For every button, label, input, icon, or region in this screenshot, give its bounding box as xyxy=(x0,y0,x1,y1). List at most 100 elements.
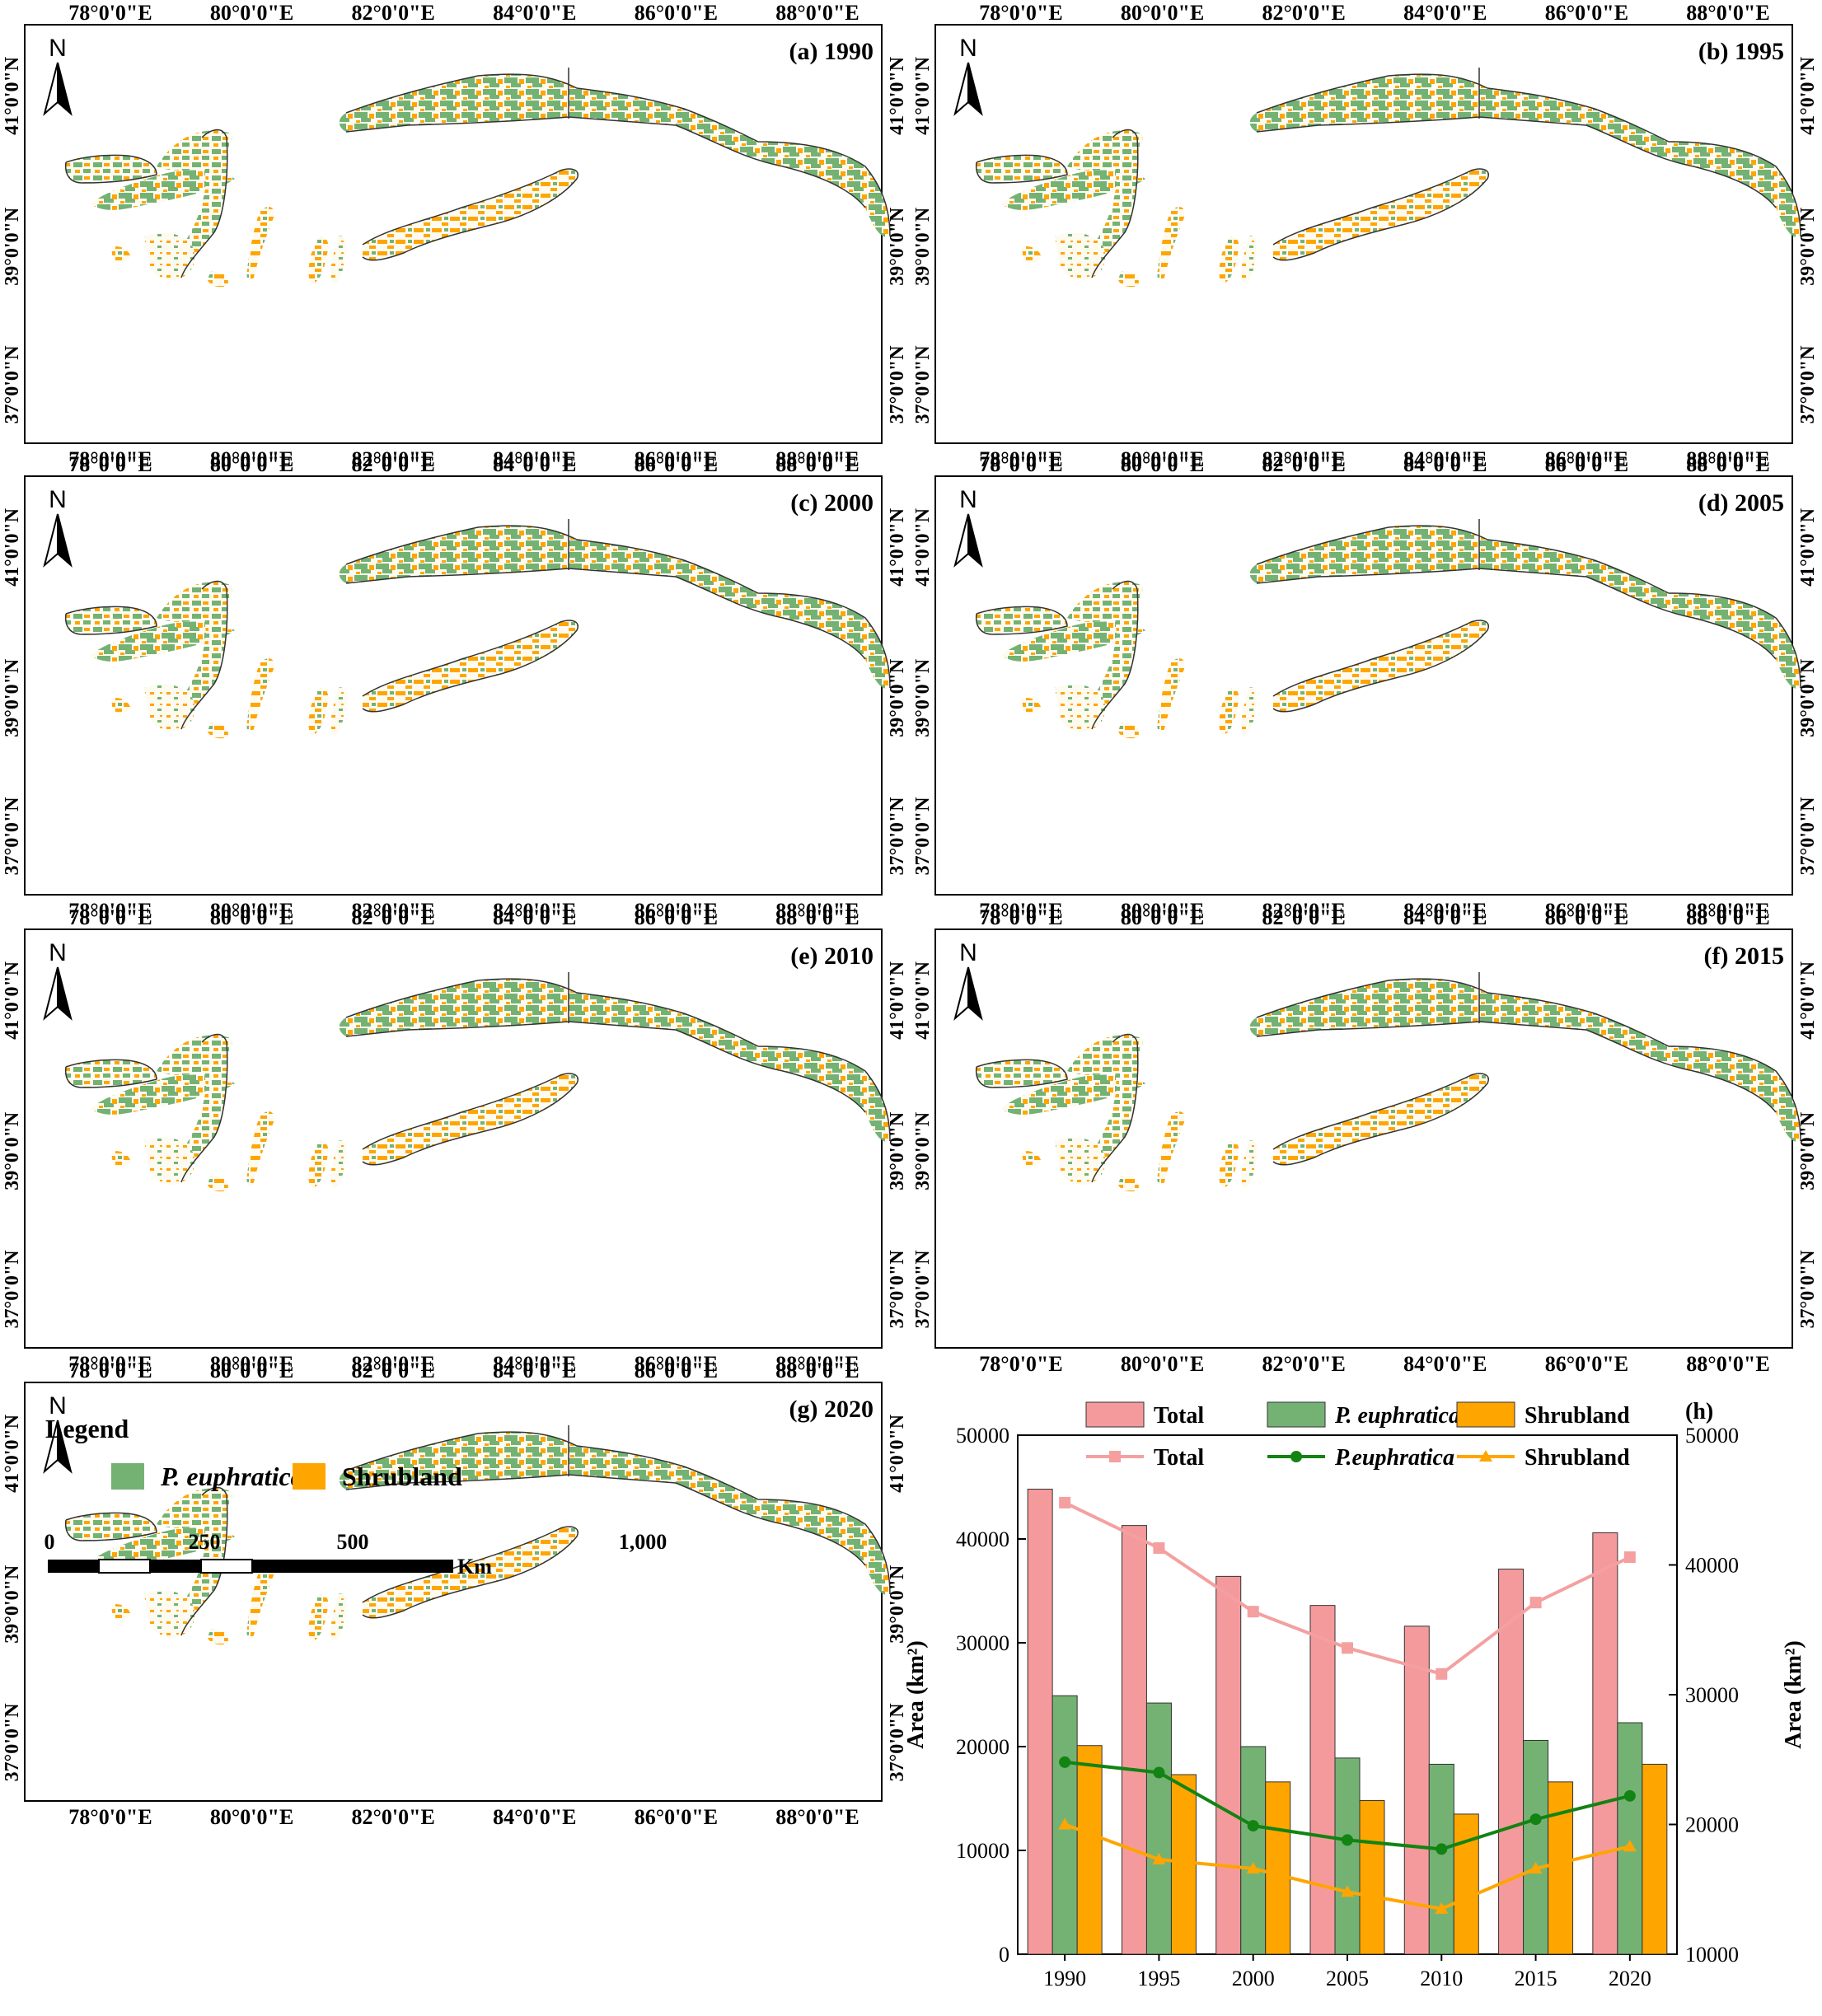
lon-tick-top: 88°0'0"E xyxy=(1686,905,1769,929)
x-tick-label: 2000 xyxy=(1232,1967,1275,1990)
lon-tick-top: 78°0'0"E xyxy=(979,1,1062,25)
x-tick-label: 2005 xyxy=(1326,1967,1369,1990)
bar-shrubland xyxy=(1642,1763,1668,1955)
lon-tick-bottom: 88°0'0"E xyxy=(775,899,859,923)
lon-tick-bottom: 80°0'0"E xyxy=(210,447,293,471)
lon-tick-top: 82°0'0"E xyxy=(351,905,434,929)
lat-tick-right: 37°0'0"N xyxy=(887,1250,908,1329)
line-marker xyxy=(1059,1496,1071,1508)
lon-tick-top: 78°0'0"E xyxy=(979,905,1062,929)
bar-shrubland xyxy=(1453,1813,1479,1955)
line-marker xyxy=(1529,1813,1542,1826)
map-panel-6: 78°0'0"E 78°0'0"E 80°0'0"E 80°0'0"E 82°0'0"E… xyxy=(912,905,1819,1376)
bar-total xyxy=(1309,1605,1336,1955)
lon-tick-top: 82°0'0"E xyxy=(1262,905,1345,929)
map-regions xyxy=(64,1425,891,1645)
lon-tick-top: 80°0'0"E xyxy=(210,905,293,929)
lon-tick-top: 86°0'0"E xyxy=(635,1,718,25)
lon-tick-bottom: 78°0'0"E xyxy=(979,447,1062,471)
lon-tick-bottom: 82°0'0"E xyxy=(351,1805,434,1829)
map-legend: Legend P. euphratica Shrubland xyxy=(45,1414,462,1491)
lon-tick-top: 80°0'0"E xyxy=(210,452,293,476)
lon-tick-bottom: 86°0'0"E xyxy=(635,899,718,923)
scalebar-label-0: 0 xyxy=(44,1530,55,1554)
y-axis-title: Area (km²) xyxy=(903,1640,929,1749)
chart-legend-swatch xyxy=(1085,1401,1145,1428)
map-panel-5: 78°0'0"E 78°0'0"E 80°0'0"E 80°0'0"E 82°0'0"E… xyxy=(2,905,908,1376)
chart-legend-marker xyxy=(1109,1451,1121,1462)
y-tick-label: 40000 xyxy=(956,1527,1009,1551)
lat-tick-right: 37°0'0"N xyxy=(887,345,908,424)
lon-tick-bottom: 86°0'0"E xyxy=(635,1352,718,1376)
lon-tick-top: 88°0'0"E xyxy=(775,905,859,929)
lon-tick-top: 86°0'0"E xyxy=(1545,452,1628,476)
lon-tick-top: 84°0'0"E xyxy=(1403,452,1487,476)
lon-tick-bottom: 78°0'0"E xyxy=(68,1352,152,1376)
bar-peuphratica xyxy=(1428,1763,1454,1955)
lat-tick-right: 37°0'0"N xyxy=(1797,1250,1819,1329)
line-marker xyxy=(1623,1551,1636,1564)
lon-tick-bottom: 78°0'0"E xyxy=(68,899,152,923)
north-arrow-icon xyxy=(57,513,73,568)
lon-tick-bottom: 88°0'0"E xyxy=(1686,447,1769,471)
bar-shrubland xyxy=(1359,1800,1385,1955)
map-panel-1: 78°0'0"E 78°0'0"E 80°0'0"E 80°0'0"E 82°0'0"E… xyxy=(2,1,908,471)
lat-tick-right: 41°0'0"N xyxy=(1797,508,1819,587)
lon-tick-top: 82°0'0"E xyxy=(1262,1,1345,25)
lon-tick-top: 88°0'0"E xyxy=(1686,452,1769,476)
north-arrow-icon xyxy=(57,966,73,1021)
region-boundary xyxy=(975,519,1801,730)
lon-tick-top: 82°0'0"E xyxy=(351,1359,434,1382)
lon-tick-bottom: 80°0'0"E xyxy=(1121,1352,1204,1376)
chart-legend-label: P. euphratica xyxy=(1334,1403,1460,1429)
x-tick-label: 2010 xyxy=(1420,1967,1463,1990)
lon-tick-bottom: 82°0'0"E xyxy=(1262,899,1345,923)
panel-title: (e) 2010 xyxy=(790,943,874,970)
lat-tick-right: 39°0'0"N xyxy=(887,207,908,286)
north-arrow-label: N xyxy=(49,35,67,62)
lon-tick-top: 80°0'0"E xyxy=(1121,905,1204,929)
legend-swatch-euphratica xyxy=(111,1463,144,1490)
line-marker xyxy=(1435,1901,1449,1914)
lat-tick-right: 39°0'0"N xyxy=(1797,1111,1819,1190)
scalebar-seg-2 xyxy=(98,1559,151,1574)
chart-legend-marker xyxy=(1290,1451,1302,1462)
lon-tick-top: 86°0'0"E xyxy=(1545,1,1628,25)
line-marker xyxy=(1623,1789,1636,1802)
lat-tick-right: 41°0'0"N xyxy=(1797,56,1819,135)
y-right-tick-label: 50000 xyxy=(1685,1424,1739,1448)
bar-peuphratica xyxy=(1052,1695,1078,1955)
line-marker xyxy=(1623,1840,1637,1852)
y-tick-label: 0 xyxy=(999,1943,1009,1967)
lat-tick-left: 39°0'0"N xyxy=(2,207,23,286)
panel-title: (a) 1990 xyxy=(789,38,874,65)
y-right-tick-label: 10000 xyxy=(1685,1943,1739,1967)
lon-tick-top: 86°0'0"E xyxy=(635,452,718,476)
scalebar-label-1000: 1,000 xyxy=(619,1530,667,1554)
north-arrow-label: N xyxy=(959,486,977,513)
panel-title: (f) 2015 xyxy=(1704,943,1784,970)
panel-title: (g) 2020 xyxy=(789,1396,874,1423)
lat-tick-left: 39°0'0"N xyxy=(912,1111,934,1190)
lon-tick-bottom: 82°0'0"E xyxy=(1262,447,1345,471)
region-boundary xyxy=(975,68,1801,278)
bar-total xyxy=(1121,1525,1147,1955)
lon-tick-bottom: 88°0'0"E xyxy=(775,1352,859,1376)
lat-tick-left: 39°0'0"N xyxy=(912,658,934,737)
line-marker xyxy=(1153,1542,1165,1555)
lon-tick-top: 88°0'0"E xyxy=(775,452,859,476)
line-marker xyxy=(1247,1606,1259,1618)
lon-tick-bottom: 82°0'0"E xyxy=(351,899,434,923)
y-right-tick-label: 30000 xyxy=(1685,1683,1739,1707)
bar-total xyxy=(1215,1575,1242,1955)
north-arrow-label: N xyxy=(959,35,977,62)
panel-title: (b) 1995 xyxy=(1698,38,1784,65)
lon-tick-top: 84°0'0"E xyxy=(493,1359,576,1382)
lat-tick-left: 37°0'0"N xyxy=(912,1250,934,1329)
scalebar: 0 250 500 1,000 Km xyxy=(44,1530,667,1579)
lat-tick-left: 41°0'0"N xyxy=(912,56,934,135)
north-arrow-label: N xyxy=(49,939,67,966)
lon-tick-bottom: 84°0'0"E xyxy=(1403,447,1487,471)
lon-tick-top: 80°0'0"E xyxy=(210,1359,293,1382)
line-marker xyxy=(1436,1668,1448,1680)
